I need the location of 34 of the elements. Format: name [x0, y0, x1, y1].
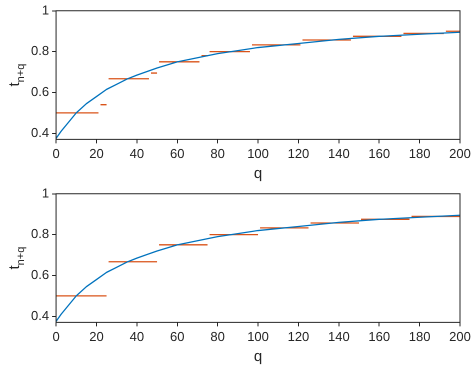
x-tick-label: 20 [89, 146, 104, 161]
x-tick-label: 200 [449, 146, 471, 161]
y-tick-label: 0.6 [30, 84, 50, 100]
x-tick-label: 60 [170, 146, 184, 161]
y-tick-label: 0.8 [30, 43, 50, 58]
x-tick-label: 0 [52, 146, 60, 161]
x-tick-label: 140 [328, 328, 350, 344]
x-tick-label: 180 [408, 146, 430, 161]
y-tick-label: 0.4 [30, 308, 50, 323]
x-axis-title: q [254, 348, 262, 366]
x-tick-label: 60 [170, 328, 184, 344]
x-tick-label: 80 [210, 146, 225, 161]
x-tick-label: 120 [288, 328, 310, 344]
x-tick-label: 160 [368, 328, 390, 344]
y-tick-label: 1 [42, 185, 50, 200]
x-tick-label: 160 [368, 146, 390, 161]
x-tick-label: 0 [52, 328, 60, 344]
x-tick-label: 100 [247, 146, 269, 161]
x-tick-label: 140 [328, 146, 350, 161]
y-axis-title: tn+q [6, 64, 27, 87]
y-tick-label: 0.6 [30, 267, 50, 282]
x-axis-title: q [254, 165, 262, 182]
x-tick-label: 80 [210, 328, 225, 344]
y-tick-label: 0.8 [30, 226, 50, 242]
y-tick-label: 1 [42, 2, 50, 18]
x-tick-label: 40 [130, 146, 144, 161]
y-axis-title: tn+q [6, 246, 27, 270]
x-tick-label: 120 [288, 146, 310, 161]
x-tick-label: 100 [247, 328, 269, 344]
y-tick-label: 0.4 [30, 124, 50, 140]
x-tick-label: 40 [130, 328, 144, 344]
x-tick-label: 20 [89, 328, 104, 344]
x-tick-label: 200 [449, 328, 471, 344]
x-tick-label: 180 [408, 328, 430, 344]
